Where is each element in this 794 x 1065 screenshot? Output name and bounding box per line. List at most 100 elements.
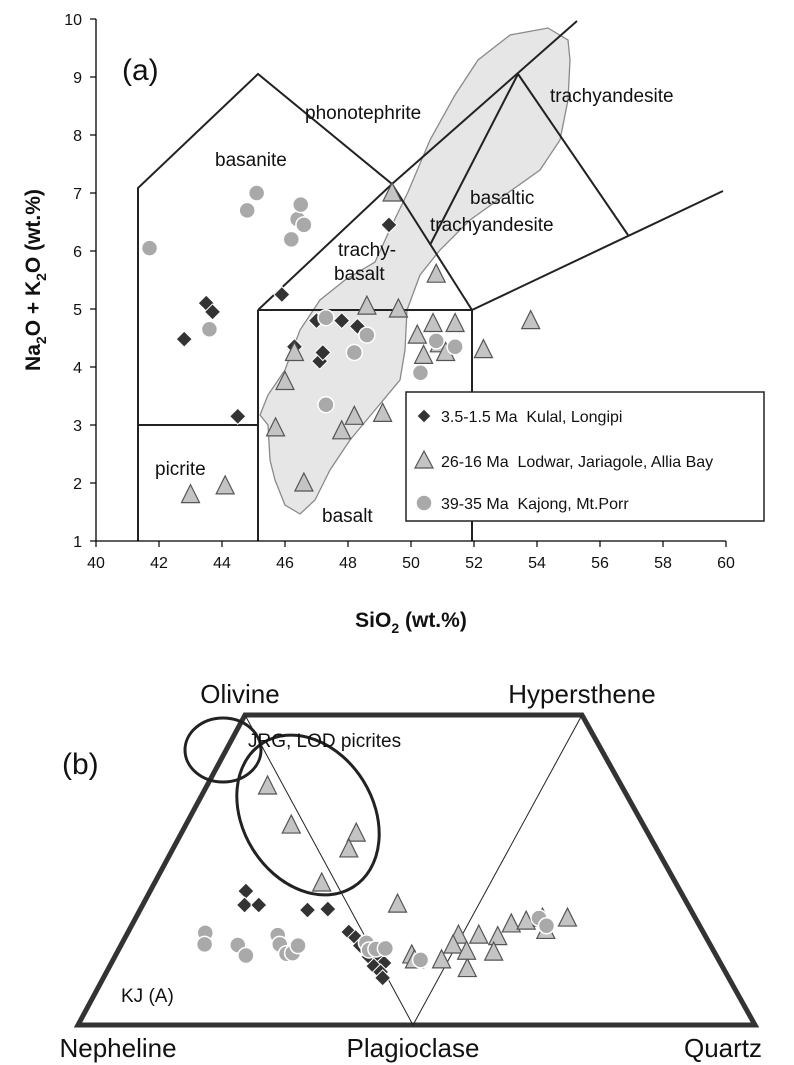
legend: 3.5-1.5 Ma Kulal, Longipi 26-16 Ma Lodwa…	[405, 391, 765, 522]
panel-label-a: (a)	[122, 54, 159, 87]
x-tick-label: 40	[87, 555, 105, 572]
circle-point	[427, 332, 445, 350]
triangle-point	[331, 419, 352, 440]
x-tick-label: 50	[402, 555, 420, 572]
triangle-point	[423, 312, 444, 333]
triangle-point	[413, 344, 434, 364]
field-label-trachy: trachy-	[338, 240, 396, 261]
triangle-point	[293, 471, 314, 492]
diamond-point	[380, 216, 398, 234]
y-tick-label: 7	[73, 186, 82, 203]
legend-marker-circle	[415, 494, 433, 512]
data-points	[140, 181, 541, 504]
y-axis-title: Na2O + K2O (wt.%)	[22, 189, 49, 371]
triangle-point	[473, 338, 494, 359]
ternary-circle-point	[237, 946, 255, 965]
ternary-triangle-point	[456, 939, 477, 960]
hypersthene-plagioclase-tieline	[412, 714, 583, 1026]
circle-point	[282, 230, 301, 249]
y-tick-label: 10	[64, 12, 82, 29]
field-outer-picrite-basanite	[137, 72, 393, 541]
circle-point	[295, 216, 313, 234]
vertex-quartz: Quartz	[684, 1033, 762, 1063]
triangle-point	[356, 294, 377, 315]
annotation-kj-a: KJ (A)	[121, 986, 174, 1007]
legend-box	[405, 391, 765, 522]
ternary-diamond-point	[298, 901, 317, 919]
y-tick-label: 1	[73, 534, 82, 551]
triangle-point	[407, 323, 428, 344]
triangle-point	[265, 416, 286, 437]
ternary-circle-point	[411, 951, 430, 969]
triangle-point	[520, 309, 541, 330]
field-label-basaltic: basaltic	[470, 188, 534, 209]
field-label-trachy-basalt: basalt	[334, 264, 385, 285]
legend-label-kulal: 3.5-1.5 Ma Kulal, Longipi	[441, 409, 622, 426]
kj-a-ellipse	[183, 716, 263, 784]
diamond-point	[175, 330, 193, 348]
triangle-point	[180, 483, 201, 504]
ternary-diamond-point	[319, 900, 337, 918]
field-line-trachyandesite-diagonal	[517, 73, 629, 236]
y-tick-label: 9	[73, 70, 82, 87]
annotation-jrg-lod: JRG, LOD picrites	[248, 731, 401, 752]
vertex-plagioclase: Plagioclase	[347, 1033, 480, 1063]
legend-label-kajong: 39-35 Ma Kajong, Mt.Porr	[441, 496, 629, 513]
ternary-circle-point	[376, 939, 395, 958]
ternary-triangle-point	[431, 948, 452, 969]
shaded-field	[259, 27, 571, 515]
ternary-triangle-point	[557, 906, 578, 927]
circle-point	[411, 364, 430, 382]
vertex-nepheline: Nepheline	[59, 1033, 176, 1063]
jrg-lod-picrite-ellipse	[235, 733, 381, 897]
y-tick-label: 3	[73, 418, 82, 435]
y-tick-label: 6	[73, 244, 82, 261]
ternary-diamond-point	[250, 896, 268, 914]
ternary-triangle-point	[338, 837, 359, 858]
field-line-bta-lower	[471, 190, 724, 311]
x-tick-label: 42	[150, 555, 168, 572]
ternary-triangle-point	[457, 957, 478, 978]
field-label-basaltic-trachyandesite: trachyandesite	[430, 215, 554, 236]
y-tick-label: 4	[73, 360, 82, 377]
ternary-circle-point	[195, 935, 214, 954]
vertex-olivine: Olivine	[200, 679, 279, 709]
ternary-circle-point	[537, 917, 556, 935]
triangle-point	[445, 312, 466, 333]
ternary-diamond-point	[237, 882, 255, 900]
ternary-diamond-point	[235, 896, 254, 914]
diamond-point	[229, 407, 247, 426]
ternary-circle-point	[289, 936, 307, 955]
circle-point	[247, 184, 266, 202]
circle-point	[317, 308, 335, 327]
ternary-triangle-point	[281, 813, 302, 834]
x-tick-label: 48	[339, 555, 357, 572]
diamond-point	[203, 303, 222, 321]
x-tick-label: 60	[717, 555, 735, 572]
triangle-point	[344, 404, 365, 425]
x-tick-label: 44	[213, 555, 231, 572]
x-tick-label: 54	[528, 555, 546, 572]
circle-point	[238, 201, 256, 220]
circle-point	[446, 337, 464, 356]
ternary-triangle-point	[483, 940, 504, 961]
circle-point	[140, 239, 159, 257]
triangle-point	[275, 370, 295, 391]
x-tick-label: 58	[654, 555, 672, 572]
vertex-hypersthene: Hypersthene	[508, 679, 655, 709]
ternary-triangle-point	[468, 923, 489, 944]
trapezoid-outline	[73, 712, 760, 1028]
field-label-basalt: basalt	[322, 506, 373, 527]
field-line-bta-inner	[429, 73, 519, 246]
diamond-point	[314, 343, 332, 362]
diamond-point	[332, 311, 351, 330]
y-tick-label: 2	[73, 476, 82, 493]
triangle-point	[284, 341, 305, 362]
ternary-triangle-point	[257, 774, 278, 795]
field-label-phonotephrite: phonotephrite	[305, 103, 421, 124]
ternary-triangle-point	[501, 912, 522, 933]
circle-point	[200, 320, 219, 339]
legend-label-lodwar: 26-16 Ma Lodwar, Jariagole, Allia Bay	[441, 454, 713, 471]
